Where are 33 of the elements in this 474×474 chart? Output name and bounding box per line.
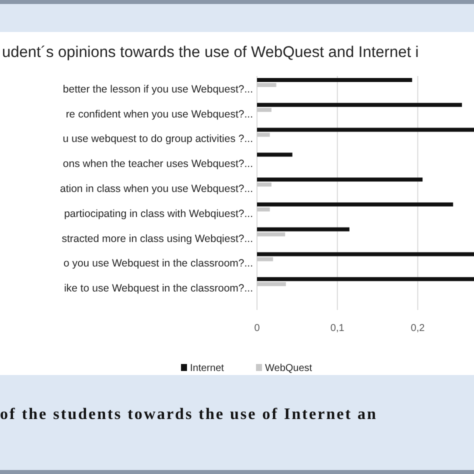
chart-title: udent´s opinions towards the use of WebQuest and Internet i — [2, 44, 419, 61]
legend-label: WebQuest — [265, 363, 312, 374]
y-tick-label: better the lesson if you use Webquest?... — [62, 83, 253, 96]
bar — [257, 128, 474, 132]
y-tick-label: o you use Webquest in the classroom?... — [64, 258, 253, 270]
bar — [257, 152, 292, 157]
x-tick-label: 0,1 — [330, 323, 345, 334]
bar — [257, 257, 274, 262]
bar — [257, 83, 276, 87]
y-tick-label: ation in class when you use Webquest?... — [60, 183, 253, 195]
y-tick-label: ike to use Webquest in the classroom?... — [64, 282, 253, 295]
bar — [257, 252, 474, 256]
y-tick-label: re confident when you use Webquest?... — [66, 108, 253, 120]
bar — [257, 178, 423, 182]
bar — [257, 202, 454, 206]
bar — [257, 182, 272, 187]
x-tick-label: 0,2 — [410, 323, 426, 334]
bar — [257, 207, 270, 212]
legend-label: Internet — [190, 363, 224, 374]
y-tick-label: u use webquest to do group activities ?... — [62, 133, 253, 146]
y-tick-label: stracted more in class using Webqiest?... — [62, 232, 253, 245]
text: of the students towards the use of Internet an — [0, 406, 378, 423]
bar — [257, 78, 412, 82]
bar — [257, 232, 286, 236]
bar — [257, 227, 350, 232]
bar — [257, 108, 272, 112]
bar — [257, 282, 286, 286]
bar — [257, 277, 474, 282]
y-tick-label: partiocipating in class with Webqiuest?... — [64, 208, 253, 220]
x-tick-label: 0 — [254, 323, 260, 334]
bar — [257, 132, 270, 137]
bar — [257, 102, 462, 107]
y-tick-label: ons when the teacher uses Webquest?... — [62, 158, 253, 170]
